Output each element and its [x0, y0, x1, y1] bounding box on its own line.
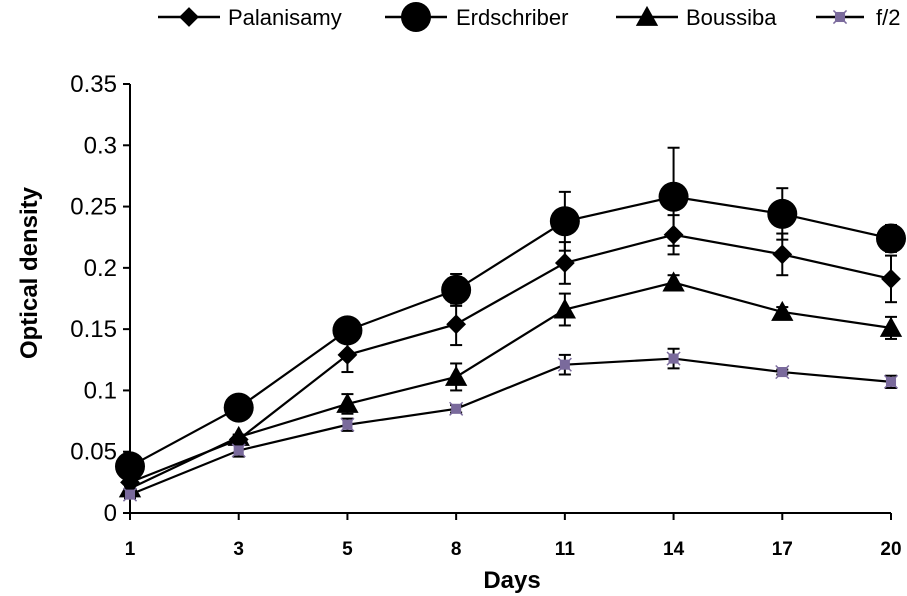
data-point: [549, 206, 580, 237]
y-tick-label: 0.1: [84, 377, 117, 404]
series-circle: [115, 146, 906, 482]
star-marker-arm: [449, 401, 464, 416]
series-line: [129, 233, 892, 484]
x-tick-label: 5: [342, 539, 353, 560]
star-marker-arm: [775, 364, 790, 380]
legend-item: Boussiba: [616, 5, 777, 30]
legend-triangle-icon: [635, 5, 659, 26]
data-point: [554, 253, 575, 273]
data-point: [340, 417, 355, 432]
legend-item: f/2: [816, 5, 900, 30]
y-tick-label: 0.25: [70, 194, 117, 221]
series-line: [129, 281, 892, 490]
y-axis-title: Optical density: [16, 186, 43, 359]
data-point: [231, 443, 246, 458]
data-point: [446, 314, 467, 335]
x-tick-label: 8: [451, 539, 462, 560]
x-tick-label: 1: [125, 539, 136, 560]
star-marker-arm: [832, 9, 848, 25]
star-marker-arm: [557, 357, 572, 372]
data-point: [441, 274, 472, 305]
data-point: [553, 298, 577, 319]
data-point: [336, 392, 359, 413]
data-point: [122, 487, 138, 502]
data-point: [879, 316, 903, 337]
y-tick-label: 0: [104, 500, 117, 527]
legend-circle-icon: [401, 2, 431, 32]
y-tick-label: 0.35: [70, 71, 117, 98]
data-point: [881, 268, 901, 289]
legend: Palanisamy Erdschriber Boussiba f/2: [158, 2, 900, 32]
star-marker-arm: [666, 351, 681, 366]
x-axis-title: Days: [483, 567, 540, 594]
series-line: [129, 357, 892, 496]
x-tick-label: 3: [233, 539, 244, 560]
data-point: [775, 364, 790, 380]
x-tick-label: 17: [772, 539, 793, 560]
data-point: [771, 300, 794, 321]
x-tick-label: 20: [880, 539, 901, 560]
legend-label: Erdschriber: [456, 5, 568, 30]
x-tick-label: 14: [663, 539, 685, 560]
legend-label: f/2: [876, 5, 900, 30]
data-point: [767, 198, 798, 229]
series-triangle: [118, 271, 903, 498]
data-point: [449, 401, 464, 416]
data-point: [223, 392, 254, 423]
legend-item: Erdschriber: [385, 2, 568, 32]
star-marker-arm: [231, 443, 246, 458]
data-point: [662, 271, 685, 292]
data-point: [666, 351, 681, 366]
data-point: [876, 223, 906, 254]
data-point: [227, 425, 250, 446]
series-layer: [115, 146, 906, 502]
data-point: [883, 374, 899, 389]
series-star: [122, 347, 899, 502]
star-marker-arm: [122, 487, 138, 502]
data-point: [332, 315, 363, 346]
data-point: [557, 357, 572, 372]
data-point: [337, 344, 358, 365]
y-tick-label: 0.15: [70, 316, 117, 343]
data-point: [115, 451, 145, 482]
data-point: [772, 244, 793, 265]
star-marker-arm: [883, 374, 899, 389]
y-tick-label: 0.3: [84, 132, 117, 159]
data-point: [658, 181, 689, 212]
axes: 0 0.05 0.1 0.15 0.2 0.25 0.3 0.35 1 3 5 8 11 14 17 20: [70, 71, 901, 560]
y-tick-label: 0.05: [70, 439, 117, 466]
legend-item: Palanisamy: [158, 5, 342, 30]
x-tick-label: 11: [555, 539, 576, 560]
series-line: [129, 195, 892, 468]
legend-label: Boussiba: [686, 5, 777, 30]
legend-label: Palanisamy: [228, 5, 342, 30]
legend-diamond-icon: [179, 7, 199, 27]
y-tick-label: 0.2: [84, 255, 117, 282]
star-marker-arm: [340, 417, 355, 432]
legend-star-icon: [832, 9, 848, 25]
data-point: [444, 365, 468, 386]
